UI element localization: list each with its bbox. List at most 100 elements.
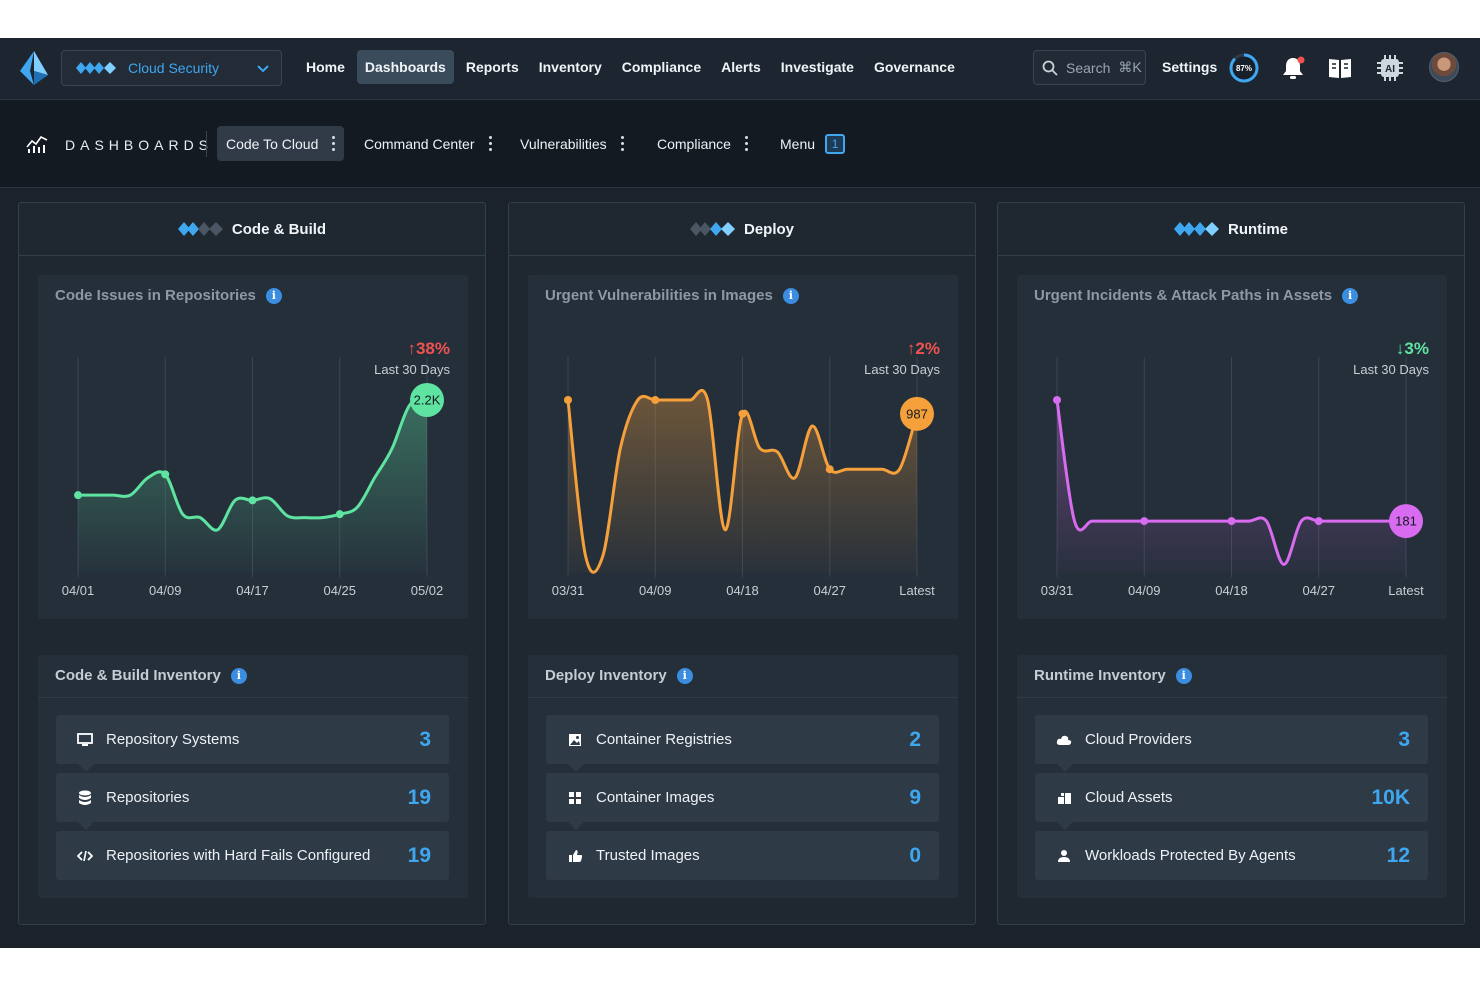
inventory-row-value[interactable]: 2 <box>909 727 921 751</box>
tab-command-center[interactable]: Command Center <box>355 126 501 161</box>
trend-indicator: ↓3% Last 30 Days <box>1353 339 1429 377</box>
main-nav: Home Dashboards Reports Inventory Compli… <box>298 50 963 84</box>
x-tick-label: 04/17 <box>236 583 269 598</box>
tab-compliance[interactable]: Compliance <box>648 126 757 161</box>
assets-icon <box>1055 789 1073 807</box>
line-chart: 03/31 04/09 04/18 04/27 Latest 181 <box>1041 357 1424 598</box>
data-point[interactable] <box>651 396 660 404</box>
tab-label: Compliance <box>657 135 731 152</box>
kebab-menu-icon[interactable] <box>744 136 748 151</box>
inventory-row-label: Workloads Protected By Agents <box>1085 847 1296 864</box>
inventory-row-label: Repositories with Hard Fails Configured <box>106 847 371 864</box>
dashboards-tab-bar: DASHBOARDS Code To Cloud Command Center … <box>0 100 1480 188</box>
nav-alerts[interactable]: Alerts <box>721 59 761 75</box>
settings-link[interactable]: Settings <box>1162 59 1218 75</box>
divider <box>1017 697 1447 698</box>
info-icon[interactable]: i <box>230 667 247 684</box>
nav-compliance[interactable]: Compliance <box>621 59 702 75</box>
latest-value-badge[interactable] <box>410 383 444 417</box>
inventory-row-value[interactable]: 3 <box>419 727 431 751</box>
inventory-row[interactable]: Container Images 9 <box>546 773 939 830</box>
inventory-row-value[interactable]: 19 <box>407 843 431 867</box>
product-diamonds-icon <box>76 62 120 74</box>
prisma-logo-icon[interactable] <box>20 51 48 85</box>
tab-code-to-cloud[interactable]: Code To Cloud <box>217 126 345 161</box>
x-tick-label: 05/02 <box>411 583 444 598</box>
nav-reports[interactable]: Reports <box>465 59 519 75</box>
data-point[interactable] <box>564 396 572 404</box>
kebab-menu-icon[interactable] <box>488 136 492 151</box>
data-point[interactable] <box>248 496 257 505</box>
database-icon <box>76 789 94 807</box>
grid-icon <box>566 789 584 807</box>
trend-indicator: ↑38% Last 30 Days <box>374 339 450 377</box>
nav-home[interactable]: Home <box>306 59 345 75</box>
latest-value-badge[interactable] <box>1389 504 1423 539</box>
inventory-row[interactable]: Repository Systems 3 <box>56 715 449 772</box>
search-input[interactable]: Search ⌘K <box>1033 50 1146 85</box>
info-icon[interactable]: i <box>782 287 799 304</box>
thumbs-up-icon <box>566 847 584 865</box>
trend-chart-panel: Urgent Incidents & Attack Paths in Asset… <box>1017 275 1447 619</box>
inventory-title-text: Runtime Inventory <box>1034 667 1166 684</box>
line-chart: 03/31 04/09 04/18 04/27 Latest 987 <box>552 357 935 598</box>
inventory-row-label: Cloud Assets <box>1085 789 1173 806</box>
inventory-row[interactable]: Cloud Providers 3 <box>1035 715 1428 772</box>
inventory-row[interactable]: Repositories 19 <box>56 773 449 830</box>
menu-button[interactable]: Menu 1 <box>771 126 854 161</box>
divider <box>528 697 958 698</box>
bell-icon[interactable] <box>1279 54 1307 82</box>
inventory-row-value[interactable]: 19 <box>407 785 431 809</box>
nav-governance[interactable]: Governance <box>873 59 955 75</box>
data-point[interactable] <box>74 491 82 500</box>
x-tick-label: Latest <box>1388 583 1424 598</box>
data-point[interactable] <box>1227 517 1236 526</box>
data-point[interactable] <box>335 510 344 519</box>
inventory-row-value[interactable]: 9 <box>909 785 921 809</box>
nav-inventory[interactable]: Inventory <box>538 59 602 75</box>
kebab-menu-icon[interactable] <box>620 136 624 151</box>
info-icon[interactable]: i <box>676 667 693 684</box>
data-point[interactable] <box>1314 517 1323 526</box>
x-tick-label: 04/27 <box>1302 583 1335 598</box>
inventory-row-value[interactable]: 3 <box>1398 727 1410 751</box>
progress-ring-label: 87% <box>1236 64 1252 73</box>
series-line <box>566 389 919 574</box>
info-icon[interactable]: i <box>1175 667 1192 684</box>
inventory-row[interactable]: Trusted Images 0 <box>546 831 939 880</box>
tab-vulnerabilities[interactable]: Vulnerabilities <box>511 126 633 161</box>
chart-title: Urgent Incidents & Attack Paths in Asset… <box>1034 287 1359 304</box>
inventory-row-value[interactable]: 10K <box>1371 785 1410 809</box>
inventory-row[interactable]: Repositories with Hard Fails Configured … <box>56 831 449 880</box>
chevron-down-icon <box>257 65 269 73</box>
info-icon[interactable]: i <box>1342 287 1359 304</box>
tab-label: Code To Cloud <box>226 135 319 152</box>
data-point[interactable] <box>825 465 834 474</box>
data-point[interactable] <box>161 470 170 479</box>
progress-ring[interactable]: 87% <box>1228 52 1260 84</box>
nav-dashboards[interactable]: Dashboards <box>356 50 454 84</box>
inventory-row-label: Container Registries <box>596 731 732 748</box>
inventory-title-text: Deploy Inventory <box>545 667 667 684</box>
inventory-row[interactable]: Container Registries 2 <box>546 715 939 772</box>
data-point[interactable] <box>1140 517 1149 526</box>
product-selector[interactable]: Cloud Security <box>61 50 282 86</box>
chart-area <box>568 390 917 573</box>
search-shortcut: ⌘K <box>1118 59 1142 75</box>
inventory-list: Container Registries 2 Container Images … <box>546 715 939 889</box>
info-icon[interactable]: i <box>265 287 282 304</box>
trend-chart-panel: Code Issues in Repositories i 04/01 04/09… <box>38 275 468 619</box>
data-point[interactable] <box>1053 396 1061 404</box>
kebab-menu-icon[interactable] <box>332 136 336 151</box>
data-point[interactable] <box>738 409 747 418</box>
user-avatar[interactable] <box>1429 52 1459 82</box>
latest-value-badge[interactable] <box>900 396 934 431</box>
inventory-row[interactable]: Workloads Protected By Agents 12 <box>1035 831 1428 880</box>
row-connector <box>1057 822 1073 830</box>
ai-chip-icon[interactable]: AI <box>1375 53 1405 83</box>
inventory-row[interactable]: Cloud Assets 10K <box>1035 773 1428 830</box>
inventory-row-value[interactable]: 12 <box>1386 843 1410 867</box>
inventory-row-value[interactable]: 0 <box>909 843 921 867</box>
book-icon[interactable] <box>1326 54 1354 82</box>
nav-investigate[interactable]: Investigate <box>780 59 854 75</box>
